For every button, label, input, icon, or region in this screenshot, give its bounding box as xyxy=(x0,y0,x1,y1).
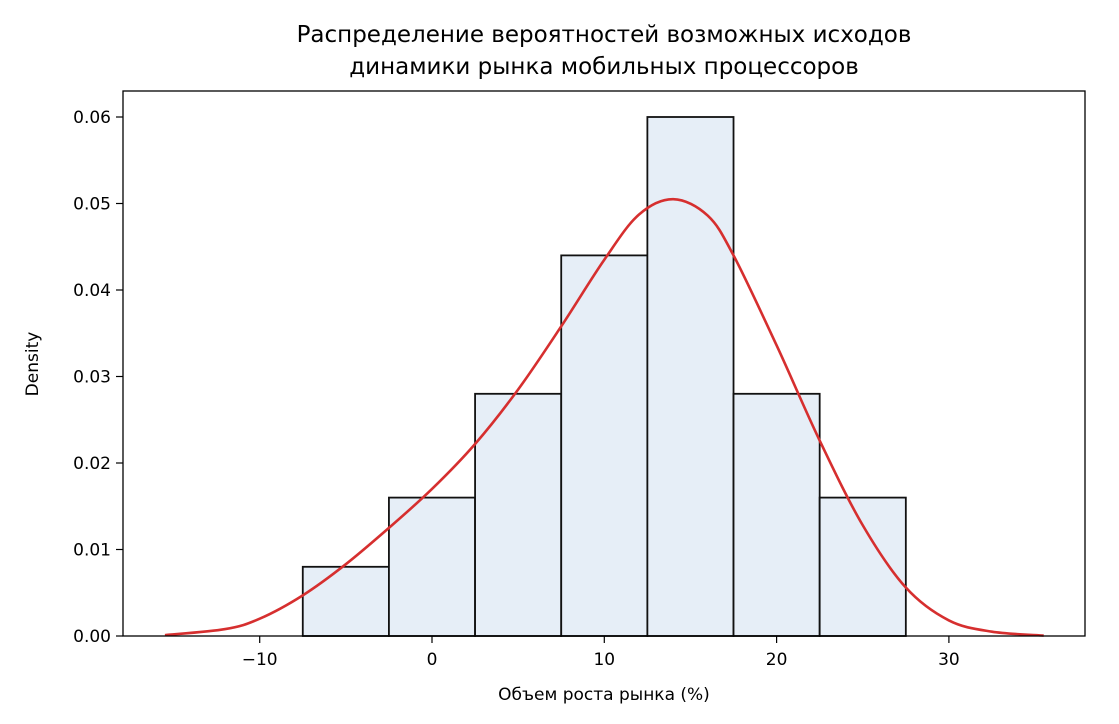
y-tick-label: 0.04 xyxy=(73,281,111,301)
x-axis-label: Объем роста рынка (%) xyxy=(498,685,710,705)
chart-title-line-1: Распределение вероятностей возможных исх… xyxy=(297,22,912,48)
x-tick-label: −10 xyxy=(242,650,278,670)
histogram-bar xyxy=(732,392,821,637)
x-tick-label: 20 xyxy=(766,650,788,670)
y-tick-label: 0.00 xyxy=(73,627,111,647)
histogram-bar xyxy=(560,254,649,637)
x-axis-ticks: −10 0 10 20 30 xyxy=(242,636,960,670)
x-tick-label: 0 xyxy=(427,650,438,670)
y-axis-label: Density xyxy=(23,332,43,397)
y-tick-label: 0.06 xyxy=(73,108,111,128)
y-axis-ticks: 0.00 0.01 0.02 0.03 0.04 0.05 0.06 xyxy=(73,108,123,647)
y-tick-label: 0.05 xyxy=(73,195,111,215)
y-tick-label: 0.01 xyxy=(73,541,111,561)
histogram-bar xyxy=(474,392,563,637)
histogram-bars xyxy=(301,116,907,637)
histogram-bar xyxy=(388,496,476,637)
x-tick-label: 30 xyxy=(938,650,960,670)
x-tick-label: 10 xyxy=(593,650,615,670)
y-tick-label: 0.03 xyxy=(73,368,111,388)
y-tick-label: 0.02 xyxy=(73,454,111,474)
chart-title: Распределение вероятностей возможных исх… xyxy=(297,22,912,80)
histogram-bar xyxy=(646,116,735,637)
histogram-bar xyxy=(301,565,390,637)
kde-curve xyxy=(164,197,1044,637)
histogram-bar xyxy=(818,496,907,637)
chart-title-line-2: динамики рынка мобильных процессоров xyxy=(349,54,859,80)
